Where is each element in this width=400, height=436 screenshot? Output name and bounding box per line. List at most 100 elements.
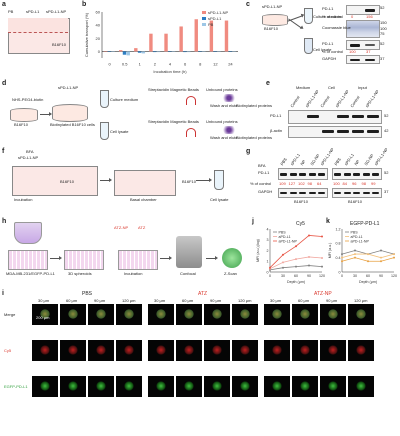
g-pct-left: 98 [307, 181, 312, 186]
b-legend-label: sPD-L1 [208, 16, 222, 21]
e-mw-1: 42 [384, 128, 389, 133]
b-bar [224, 20, 229, 52]
k-legend-label: aPD-L1 [351, 235, 363, 239]
h-microscope [176, 236, 202, 268]
panel-letter-k: k [326, 218, 330, 225]
j-point [295, 258, 297, 261]
j-ytick: 2 [267, 249, 269, 253]
b-bar [187, 51, 191, 53]
i-depth-label: 60 μm [66, 298, 78, 303]
g-lane-label: sPD-L1 [289, 152, 301, 167]
i-micrograph [348, 376, 374, 397]
d-arrow-1 [40, 112, 52, 116]
b-xtick: 8 [199, 61, 202, 66]
h-plate-2 [64, 250, 104, 270]
j-point [295, 245, 297, 248]
c-mw-stain-2: 75 [380, 31, 385, 36]
h-incubation: Incubation [124, 271, 143, 276]
e-lane-label: sPD-L1-NP [334, 88, 350, 109]
k-legend-label: aPD-L1-NP [351, 239, 370, 243]
b-bar [141, 51, 146, 54]
f-cells2: B16F10 [182, 179, 197, 184]
f-basal-chamber [114, 170, 176, 196]
i-micrograph [60, 340, 86, 361]
b-ytick: 0 [98, 49, 101, 54]
j-ytick: 1 [267, 260, 269, 264]
j-ylabel: MFI (a.u.)(log) [256, 239, 260, 262]
i-depth-label: 30 μm [154, 298, 166, 303]
i-micrograph [32, 340, 58, 361]
f-cells: B16F10 [60, 179, 75, 184]
e-blot-pdl1 [288, 110, 382, 124]
c-tube-medium [304, 8, 313, 24]
g-pct-right: 84 [342, 181, 347, 186]
b-ytick: 20 [96, 36, 101, 41]
gel-band [362, 192, 370, 194]
j-xtick: 90 [307, 274, 311, 278]
d-biotinylated-top: Biotinylated proteins [236, 103, 273, 108]
b-legend-swatch [202, 11, 206, 14]
i-micrograph [292, 376, 318, 397]
f-transwell [12, 166, 98, 196]
g-mw-0: 52 [384, 170, 389, 175]
i-micrograph [204, 304, 230, 325]
j-legend-label: PBS [279, 230, 287, 234]
j-xlabel: Depth (μm) [287, 280, 305, 284]
gel-band [289, 173, 297, 176]
c-pct-label-top: % of control [322, 14, 344, 19]
gel-band [372, 192, 379, 194]
h-spheroids: 3D spheroids [68, 271, 92, 276]
i-row-label: Merge [4, 312, 16, 317]
e-group-input: Input [358, 85, 367, 90]
i-micrograph [88, 304, 114, 325]
g-gapdh: GAPDH [258, 189, 273, 194]
gel-band [280, 173, 287, 176]
b-bar [232, 51, 236, 52]
transwell-label-pb: PB [8, 9, 14, 14]
transwell-cell-label: B16F10 [52, 42, 67, 47]
i-micrograph [148, 304, 174, 325]
e-mw-0: 52 [384, 113, 389, 118]
b-legend-label: PB [208, 22, 214, 27]
panel-letter-h: h [2, 218, 7, 225]
g-lane-label: sPD-L1-NP [373, 146, 389, 167]
k-point [341, 256, 343, 259]
c-mw-bottom-0: 52 [380, 41, 385, 46]
j-xtick: 30 [281, 274, 285, 278]
k-xtick: 60 [366, 274, 370, 278]
b-bar [183, 51, 187, 53]
b-bar [126, 51, 130, 56]
panel-letter-f: f [2, 148, 5, 155]
h-plate-3 [118, 250, 158, 270]
d-magnet-top [186, 96, 196, 105]
e-row-actin: β-actin [270, 128, 283, 133]
gel-band [343, 173, 351, 176]
k-xtick: 120 [391, 274, 397, 278]
panel-letter-d: d [2, 80, 7, 87]
g-lane-label: NP [353, 158, 361, 167]
gel-band [372, 173, 379, 176]
j-point [282, 261, 284, 264]
c-coomassie [346, 20, 380, 38]
g-gapdh-left [278, 188, 328, 198]
d-np: sPD-L1-NP [58, 85, 79, 90]
c-tube-lysate [304, 38, 313, 54]
d-wash-bottom: Wash and elute [210, 135, 238, 140]
d-beads-bottom: Streptavidin Magnetic Beads [148, 119, 199, 124]
i-depth-label: 90 μm [210, 298, 222, 303]
k-point [393, 256, 395, 259]
g-mw-1: 37 [384, 189, 389, 194]
d-lysate-label: Cell lysate [110, 129, 129, 134]
i-micrograph [264, 376, 290, 397]
b-bar [134, 48, 138, 52]
k-point [367, 253, 369, 256]
e-row-pdl1: PD-L1 [270, 113, 282, 118]
b-bar [156, 51, 161, 53]
i-group-label: PBS [82, 291, 93, 297]
i-micrograph [348, 304, 374, 325]
f-lysate: Cell lysate [210, 197, 229, 202]
c-pct-label-bottom: % of control [322, 49, 344, 54]
b-xlabel: Incubation time (h) [153, 69, 187, 74]
i-micrograph [232, 376, 258, 397]
